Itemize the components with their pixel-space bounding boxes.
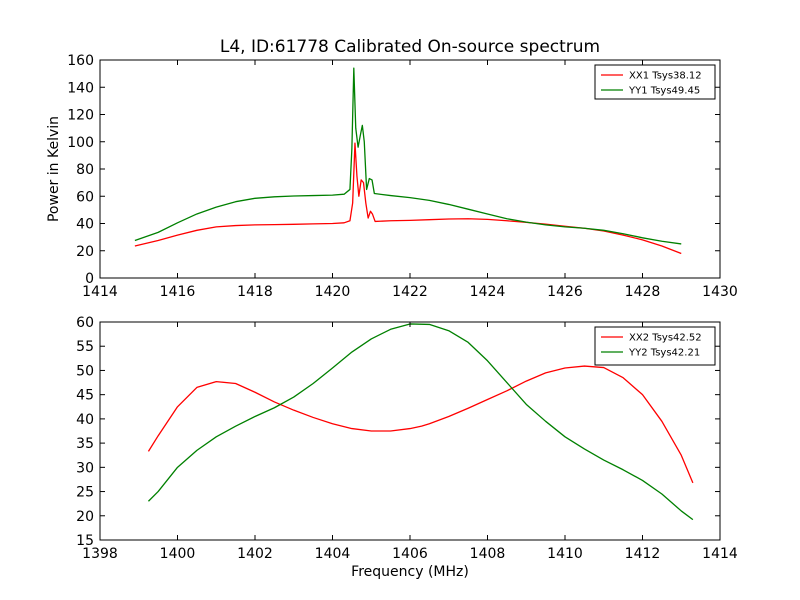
top-x-tick-label: 1418 — [237, 284, 273, 300]
bottom-y-tick-label: 40 — [76, 412, 94, 428]
top-y-tick-label: 120 — [67, 108, 94, 124]
bottom-x-tick-label: 1406 — [392, 546, 428, 562]
bottom-x-tick-label: 1408 — [470, 546, 506, 562]
top-x-tick-label: 1426 — [547, 284, 583, 300]
bottom-y-tick-label: 55 — [76, 339, 94, 355]
top-series-line-1 — [134, 142, 682, 255]
top-legend: XX1 Tsys38.12 YY1 Tsys49.45 — [594, 64, 716, 100]
bottom-legend-box — [594, 326, 716, 366]
top-y-tick-label: 80 — [76, 162, 94, 178]
top-y-tick-label: 0 — [85, 271, 94, 287]
top-y-tick-label: 20 — [76, 244, 94, 260]
bottom-tick-layer: 1398 1400 1402 1404 1406 1408 1410 1412 1414 15 20… — [76, 315, 738, 562]
top-x-tick-label: 1414 — [82, 284, 118, 300]
bottom-x-tick-label: 1414 — [702, 546, 738, 562]
top-x-tick-label: 1422 — [392, 284, 428, 300]
bottom-series-layer — [147, 323, 694, 521]
top-series-line-2 — [134, 67, 682, 245]
top-x-tick-label: 1430 — [702, 284, 738, 300]
bottom-x-tick-label: 1402 — [237, 546, 273, 562]
top-tick-layer: 1414 1416 1418 1420 1422 1424 1426 1428 1430 0 20 4… — [67, 53, 738, 300]
bottom-y-tick-label: 50 — [76, 363, 94, 379]
bottom-x-tick-label: 1398 — [82, 546, 118, 562]
bottom-x-tick-label: 1412 — [625, 546, 661, 562]
top-y-tick-label: 100 — [67, 135, 94, 151]
top-legend-label-1: XX1 Tsys38.12 — [629, 71, 702, 82]
chart-title: L4, ID:61778 Calibrated On-source spectr… — [220, 37, 600, 57]
top-x-tick-label: 1420 — [315, 284, 351, 300]
top-y-tick-label: 40 — [76, 217, 94, 233]
bottom-legend-label-2: YY2 Tsys42.21 — [628, 348, 700, 359]
top-x-tick-label: 1416 — [160, 284, 196, 300]
top-x-tick-label: 1428 — [625, 284, 661, 300]
top-legend-box — [594, 64, 716, 100]
top-y-tick-label: 140 — [67, 80, 94, 96]
bottom-legend-label-1: XX2 Tsys42.52 — [629, 333, 702, 344]
top-series-layer — [134, 67, 682, 255]
top-y-tick-label: 60 — [76, 189, 94, 205]
bottom-x-axis-label: Frequency (MHz) — [351, 564, 469, 580]
bottom-y-tick-label: 30 — [76, 460, 94, 476]
bottom-legend: XX2 Tsys42.52 YY2 Tsys42.21 — [594, 326, 716, 366]
bottom-x-tick-label: 1410 — [547, 546, 583, 562]
bottom-x-tick-label: 1400 — [160, 546, 196, 562]
bottom-series-line-2 — [147, 323, 694, 521]
top-legend-label-2: YY1 Tsys49.45 — [628, 86, 700, 97]
bottom-series-line-1 — [147, 365, 694, 484]
bottom-y-tick-label: 35 — [76, 436, 94, 452]
bottom-y-tick-label: 25 — [76, 485, 94, 501]
bottom-plot-frame — [99, 321, 721, 541]
top-y-tick-label: 160 — [67, 53, 94, 69]
bottom-y-tick-label: 15 — [76, 533, 94, 549]
top-plot-frame — [99, 59, 721, 279]
top-y-axis-label: Power in Kelvin — [46, 116, 62, 222]
bottom-y-tick-label: 60 — [76, 315, 94, 331]
bottom-y-tick-label: 45 — [76, 388, 94, 404]
top-x-tick-label: 1424 — [470, 284, 506, 300]
bottom-spectrum-panel: Frequency (MHz) 1398 1400 1402 1404 1406 1408… — [76, 315, 738, 580]
bottom-x-tick-label: 1404 — [315, 546, 351, 562]
top-spectrum-panel: L4, ID:61778 Calibrated On-source spectr… — [46, 37, 738, 300]
bottom-y-tick-label: 20 — [76, 509, 94, 525]
